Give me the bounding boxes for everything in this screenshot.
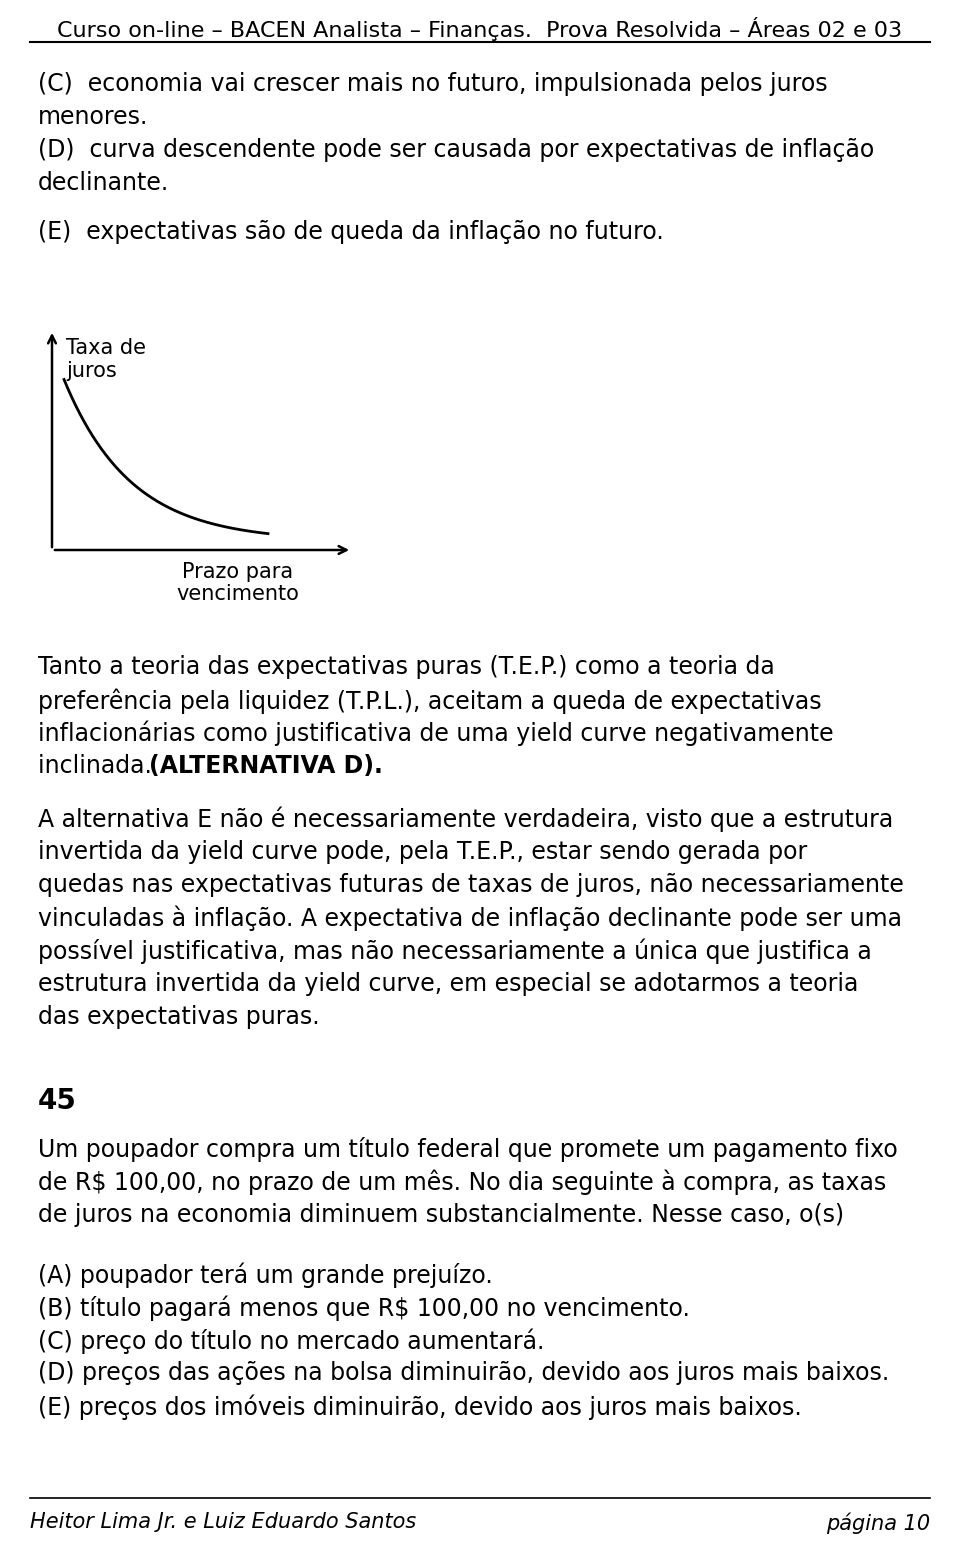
Text: preferência pela liquidez (T.P.L.), aceitam a queda de expectativas: preferência pela liquidez (T.P.L.), acei… (38, 688, 822, 713)
Text: Heitor Lima Jr. e Luiz Eduardo Santos: Heitor Lima Jr. e Luiz Eduardo Santos (30, 1511, 417, 1531)
Text: Taxa de
juros: Taxa de juros (66, 338, 146, 381)
Text: (D) preços das ações na bolsa diminuirão, devido aos juros mais baixos.: (D) preços das ações na bolsa diminuirão… (38, 1361, 889, 1386)
Text: (A) poupador terá um grande prejuízo.: (A) poupador terá um grande prejuízo. (38, 1262, 492, 1288)
Text: (ALTERNATIVA D).: (ALTERNATIVA D). (149, 753, 383, 778)
Text: (C) preço do título no mercado aumentará.: (C) preço do título no mercado aumentará… (38, 1328, 544, 1353)
Text: de juros na economia diminuem substancialmente. Nesse caso, o(s): de juros na economia diminuem substancia… (38, 1203, 844, 1226)
Text: (D)  curva descendente pode ser causada por expectativas de inflação: (D) curva descendente pode ser causada p… (38, 138, 875, 163)
Text: possível justificativa, mas não necessariamente a única que justifica a: possível justificativa, mas não necessar… (38, 939, 872, 964)
Text: vinculadas à inflação. A expectativa de inflação declinante pode ser uma: vinculadas à inflação. A expectativa de … (38, 905, 902, 932)
Text: menores.: menores. (38, 105, 149, 129)
Text: (E)  expectativas são de queda da inflação no futuro.: (E) expectativas são de queda da inflaçã… (38, 220, 663, 245)
Text: 45: 45 (38, 1087, 77, 1116)
Text: invertida da yield curve pode, pela T.E.P., estar sendo gerada por: invertida da yield curve pode, pela T.E.… (38, 840, 807, 863)
Text: de R$ 100,00, no prazo de um mês. No dia seguinte à compra, as taxas: de R$ 100,00, no prazo de um mês. No dia… (38, 1170, 886, 1195)
Text: (B) título pagará menos que R$ 100,00 no vencimento.: (B) título pagará menos que R$ 100,00 no… (38, 1296, 690, 1321)
Text: Curso on-line – BACEN Analista – Finanças.  Prova Resolvida – Áreas 02 e 03: Curso on-line – BACEN Analista – Finança… (58, 17, 902, 40)
Text: quedas nas expectativas futuras de taxas de juros, não necessariamente: quedas nas expectativas futuras de taxas… (38, 873, 904, 897)
Text: Tanto a teoria das expectativas puras (T.E.P.) como a teoria da: Tanto a teoria das expectativas puras (T… (38, 656, 775, 679)
Text: inclinada.: inclinada. (38, 753, 159, 778)
Text: Um poupador compra um título federal que promete um pagamento fixo: Um poupador compra um título federal que… (38, 1136, 898, 1162)
Text: (C)  economia vai crescer mais no futuro, impulsionada pelos juros: (C) economia vai crescer mais no futuro,… (38, 71, 828, 96)
Text: (E) preços dos imóveis diminuirão, devido aos juros mais baixos.: (E) preços dos imóveis diminuirão, devid… (38, 1393, 802, 1420)
Text: A alternativa E não é necessariamente verdadeira, visto que a estrutura: A alternativa E não é necessariamente ve… (38, 808, 893, 832)
Text: página 10: página 10 (826, 1511, 930, 1533)
Text: declinante.: declinante. (38, 170, 169, 195)
Text: Prazo para: Prazo para (182, 563, 294, 581)
Text: estrutura invertida da yield curve, em especial se adotarmos a teoria: estrutura invertida da yield curve, em e… (38, 972, 858, 995)
Text: das expectativas puras.: das expectativas puras. (38, 1004, 320, 1029)
Text: vencimento: vencimento (177, 584, 300, 604)
Text: inflacionárias como justificativa de uma yield curve negativamente: inflacionárias como justificativa de uma… (38, 721, 833, 747)
